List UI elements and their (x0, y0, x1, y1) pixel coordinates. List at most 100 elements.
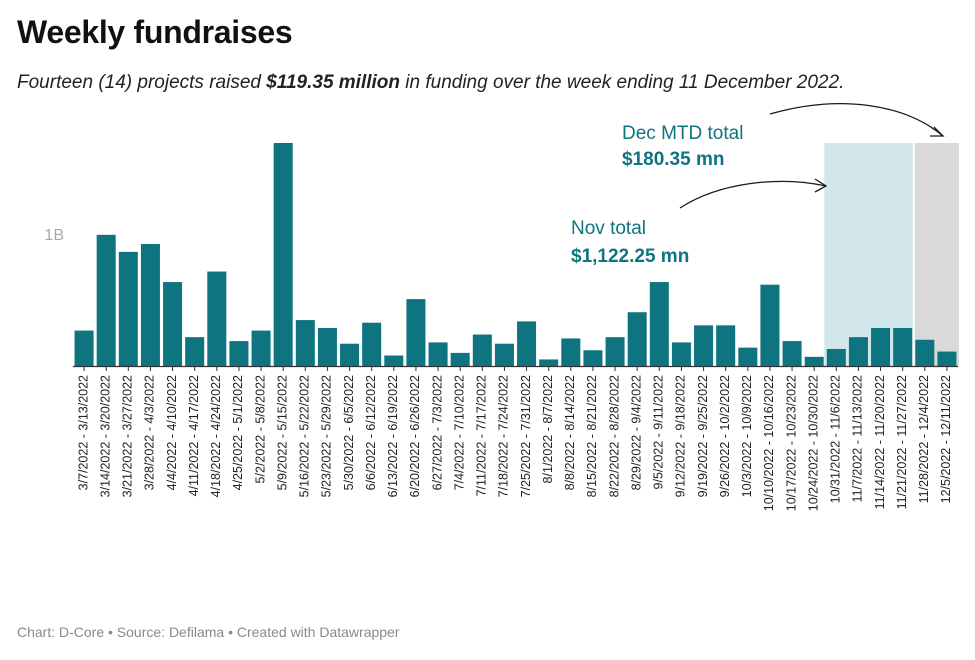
x-tick-label: 6/6/2022 - 6/12/2022 (364, 375, 378, 490)
bar (627, 312, 647, 366)
chart-subtitle: Fourteen (14) projects raised $119.35 mi… (17, 72, 844, 94)
x-tick-label: 9/26/2022 - 10/2/2022 (718, 375, 732, 497)
x-tick-label: 4/18/2022 - 4/24/2022 (209, 375, 223, 497)
x-tick-label: 10/24/2022 - 10/30/2022 (806, 375, 820, 511)
bar (185, 337, 205, 366)
x-tick-label: 5/9/2022 - 5/15/2022 (275, 375, 289, 490)
nov-arrow (679, 180, 827, 209)
x-tick-label: 3/14/2022 - 3/20/2022 (98, 375, 112, 497)
x-tick-label: 6/20/2022 - 6/26/2022 (408, 375, 422, 497)
x-tick-label: 3/7/2022 - 3/13/2022 (76, 375, 90, 490)
x-tick-label: 9/19/2022 - 9/25/2022 (696, 375, 710, 497)
dec-mtd-label: Dec MTD total (622, 123, 743, 144)
bar (539, 359, 559, 366)
bar (295, 320, 315, 366)
bar (472, 334, 492, 366)
bar (915, 339, 935, 366)
bar (229, 341, 249, 366)
x-tick-label: 9/12/2022 - 9/18/2022 (674, 375, 688, 497)
bar (716, 325, 736, 366)
dec-arrow (769, 103, 944, 137)
x-tick-label: 8/15/2022 - 8/21/2022 (585, 375, 599, 497)
x-tick-label: 7/25/2022 - 7/31/2022 (519, 375, 533, 497)
bar (207, 271, 227, 366)
bar (384, 355, 404, 366)
chart-title: Weekly fundraises (17, 14, 293, 50)
highlight-bands (824, 143, 959, 366)
bar (317, 327, 337, 366)
x-tick-label: 7/4/2022 - 7/10/2022 (452, 375, 466, 490)
subtitle-highlight-amount: $119.35 million (266, 72, 401, 93)
bar (517, 321, 537, 366)
x-tick-label: 10/10/2022 - 10/16/2022 (762, 375, 776, 511)
bar (362, 322, 382, 366)
bars-group (74, 143, 957, 366)
x-tick-label: 11/7/2022 - 11/13/2022 (851, 375, 865, 502)
bar (760, 284, 780, 366)
bar (671, 342, 691, 366)
x-tick-label: 8/1/2022 - 8/7/2022 (541, 375, 555, 483)
bar (605, 337, 625, 366)
bar (406, 299, 426, 366)
bar (826, 348, 846, 366)
x-tick-label: 5/23/2022 - 5/29/2022 (320, 375, 334, 497)
x-tick-label: 11/28/2022 - 12/4/2022 (917, 375, 931, 503)
x-tick-label: 10/3/2022 - 10/9/2022 (740, 375, 754, 497)
x-tick-label: 6/27/2022 - 7/3/2022 (430, 375, 444, 490)
x-tick-label: 9/5/2022 - 9/11/2022 (652, 375, 666, 489)
nov-arrowhead (814, 178, 828, 193)
bar (140, 244, 160, 366)
annotations: Dec MTD total $180.35 mn Nov total $1,12… (571, 103, 945, 267)
bar (738, 347, 758, 366)
bar (74, 330, 94, 366)
subtitle-text-end: in funding over the week ending 11 Decem… (400, 72, 845, 93)
x-tick-label: 5/16/2022 - 5/22/2022 (298, 375, 312, 497)
bar (782, 341, 802, 366)
bar (871, 327, 891, 366)
bar (494, 343, 514, 366)
bar (450, 352, 470, 366)
x-tick-label: 8/22/2022 - 8/28/2022 (607, 375, 621, 497)
bar (273, 143, 293, 366)
x-tick-label: 3/28/2022 - 4/3/2022 (143, 375, 157, 490)
bar (649, 282, 669, 366)
x-tick-label: 4/11/2022 - 4/17/2022 (187, 375, 201, 496)
bar (937, 351, 957, 366)
y-axis: 1B (44, 227, 64, 244)
x-tick-label: 12/5/2022 - 12/11/2022 (939, 375, 953, 503)
x-tick-label: 8/29/2022 - 9/4/2022 (629, 375, 643, 490)
bar (848, 337, 868, 366)
x-tick-label: 6/13/2022 - 6/19/2022 (386, 375, 400, 497)
x-tick-label: 5/2/2022 - 5/8/2022 (253, 375, 267, 483)
x-tick-label: 4/4/2022 - 4/10/2022 (165, 375, 179, 490)
bar (118, 251, 138, 366)
x-axis: 3/7/2022 - 3/13/2022 3/14/2022 - 3/20/202… (73, 365, 958, 511)
x-tick-label: 4/25/2022 - 5/1/2022 (231, 375, 245, 490)
bar (804, 356, 824, 366)
x-tick-label: 11/14/2022 - 11/20/2022 (873, 375, 887, 509)
x-tick-label: 10/31/2022 - 11/6/2022 (829, 375, 843, 503)
bar (561, 338, 581, 366)
x-tick-label: 5/30/2022 - 6/5/2022 (342, 375, 356, 490)
x-tick-label: 10/17/2022 - 10/23/2022 (784, 375, 798, 511)
bar (583, 350, 603, 366)
bar (893, 327, 913, 366)
y-tick-label: 1B (44, 227, 64, 244)
bar (694, 325, 714, 366)
highlight-band-dec (914, 143, 959, 366)
x-tick-label: 11/21/2022 - 11/27/2022 (895, 375, 909, 509)
bar (251, 330, 271, 366)
chart-footer: Chart: D-Core • Source: Defilama • Creat… (17, 624, 400, 640)
bar (340, 343, 360, 366)
nov-total-value: $1,122.25 mn (571, 246, 689, 267)
x-tick-label: 7/18/2022 - 7/24/2022 (497, 375, 511, 497)
bar (96, 234, 116, 366)
x-tick-label: 3/21/2022 - 3/27/2022 (121, 375, 135, 497)
dec-mtd-value: $180.35 mn (622, 149, 724, 170)
bar (163, 282, 183, 366)
subtitle-text-start: Fourteen (14) projects raised (17, 72, 267, 93)
bar (428, 342, 448, 366)
x-tick-label: 8/8/2022 - 8/14/2022 (563, 375, 577, 490)
nov-total-label: Nov total (571, 218, 646, 239)
